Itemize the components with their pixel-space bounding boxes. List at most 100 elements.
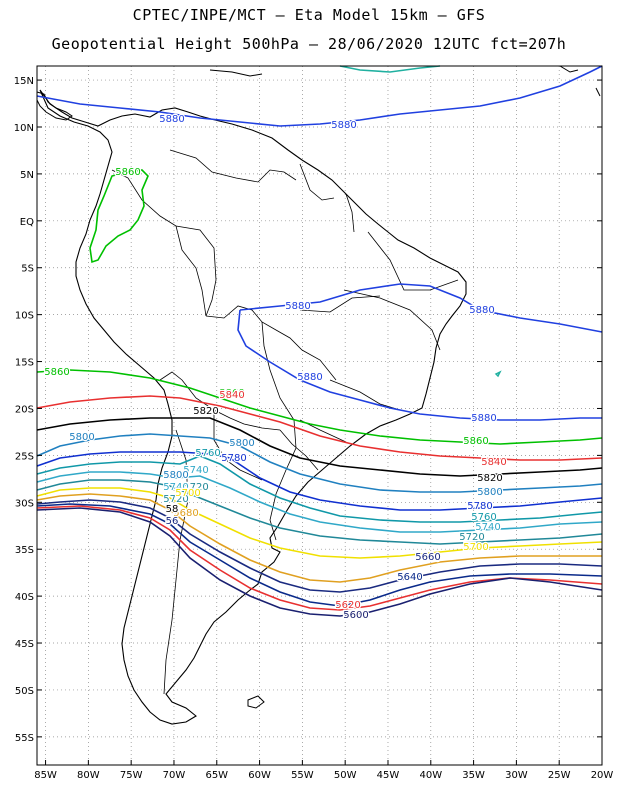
country-border bbox=[205, 305, 337, 381]
lat-tick-label: 55S bbox=[15, 733, 34, 744]
contour-label-5620: 5620 bbox=[335, 600, 360, 611]
contour-line bbox=[36, 455, 603, 523]
lat-tick-label: 5S bbox=[21, 264, 34, 275]
lon-tick-label: 35W bbox=[462, 770, 485, 781]
lon-tick-label: 70W bbox=[163, 770, 186, 781]
contour-line bbox=[36, 507, 603, 617]
contour-label-5800: 5800 bbox=[229, 438, 254, 449]
country-border bbox=[367, 231, 459, 291]
lat-tick-label: 30S bbox=[15, 498, 34, 509]
contour-label-5800: 5800 bbox=[477, 487, 502, 498]
contour-label-5820: 5820 bbox=[477, 473, 502, 484]
lat-tick-label: 15S bbox=[15, 358, 34, 369]
contour-label-5700: 5700 bbox=[463, 542, 488, 553]
contour-line bbox=[36, 433, 603, 493]
country-border bbox=[169, 149, 297, 183]
contour-line bbox=[36, 65, 603, 127]
lon-tick-label: 80W bbox=[77, 770, 100, 781]
contour-label-west: 5740 bbox=[163, 482, 188, 493]
lon-tick-label: 40W bbox=[419, 770, 442, 781]
continent-coastline bbox=[39, 89, 467, 725]
lon-tick-label: 65W bbox=[205, 770, 228, 781]
contour-label-west: 58 bbox=[166, 504, 179, 515]
contour-label-5720: 5720 bbox=[459, 532, 484, 543]
contour-lines bbox=[36, 65, 603, 617]
chart-title-line2: Geopotential Height 500hPa – 28/06/2020 … bbox=[51, 35, 567, 53]
contour-line bbox=[36, 479, 603, 545]
contour-label-5880: 5880 bbox=[331, 120, 356, 131]
country-border bbox=[345, 193, 355, 233]
contour-line bbox=[36, 503, 603, 607]
lon-tick-label: 55W bbox=[291, 770, 314, 781]
lat-tick-label: 45S bbox=[15, 639, 34, 650]
country-border bbox=[279, 429, 319, 471]
country-border bbox=[213, 410, 263, 481]
contour-label-5860: 5860 bbox=[463, 436, 488, 447]
lat-tick-label: 25S bbox=[15, 451, 34, 462]
contour-labels: 5880 5880 5880 5880 5880 5880 5860 5860 5860 5860… bbox=[43, 113, 508, 622]
lat-tick-label: 40S bbox=[15, 592, 34, 603]
contour-label-5760: 5760 bbox=[471, 512, 496, 523]
contour-label-5860: 5860 bbox=[219, 388, 244, 399]
caribbean-coastline bbox=[209, 65, 601, 97]
contour-line bbox=[339, 65, 441, 73]
lat-tick-label: 35S bbox=[15, 545, 34, 556]
contour-label-5680: 5680 bbox=[173, 508, 198, 519]
lat-tick-label: 5N bbox=[20, 170, 34, 181]
contour-label-west: 56 bbox=[166, 516, 179, 527]
contour-line bbox=[239, 283, 603, 333]
lon-tick-label: 85W bbox=[34, 770, 57, 781]
falklands-coastline bbox=[247, 695, 265, 709]
lat-tick-label: 10S bbox=[15, 311, 34, 322]
contour-label-5880: 5880 bbox=[471, 413, 496, 424]
lat-tick-label: 50S bbox=[15, 686, 34, 697]
contour-label-5600: 5600 bbox=[343, 610, 368, 621]
contour-line bbox=[36, 395, 603, 461]
lon-tick-label: 45W bbox=[377, 770, 400, 781]
lon-tick-label: 50W bbox=[334, 770, 357, 781]
contour-label-5860: 5860 bbox=[219, 388, 244, 399]
lat-tick-label: 15N bbox=[14, 76, 34, 87]
contour-label-5780: 5780 bbox=[221, 453, 246, 464]
contour-line bbox=[36, 369, 603, 445]
contour-label-5880: 5880 bbox=[159, 114, 184, 125]
map-frame bbox=[36, 65, 603, 766]
contour-line bbox=[36, 451, 603, 511]
contour-label-west: 5800 bbox=[163, 470, 188, 481]
lon-tick-label: 75W bbox=[120, 770, 143, 781]
contour-line bbox=[36, 471, 603, 533]
contour-line bbox=[36, 499, 603, 593]
contour-label-5860: 5860 bbox=[115, 167, 140, 178]
contour-label-5640: 5640 bbox=[397, 572, 422, 583]
lon-tick-label: 20W bbox=[591, 770, 614, 781]
country-border bbox=[163, 429, 189, 695]
contour-label-5820: 5820 bbox=[193, 406, 218, 417]
contour-label-5840: 5840 bbox=[481, 457, 506, 468]
contour-line bbox=[36, 417, 603, 477]
country-border bbox=[329, 379, 401, 411]
lat-tick-label: 20S bbox=[15, 404, 34, 415]
contour-line bbox=[36, 505, 603, 611]
contour-label-5860: 5860 bbox=[44, 367, 69, 378]
country-border bbox=[343, 289, 441, 351]
contour-label-5840: 5840 bbox=[219, 390, 244, 401]
contour-label-5720: 5720 bbox=[183, 482, 208, 493]
contour-label-west: 5700 bbox=[175, 488, 200, 499]
contour-line bbox=[36, 487, 603, 559]
contour-label-5780: 5780 bbox=[467, 501, 492, 512]
contour-label-5880: 5880 bbox=[297, 372, 322, 383]
coastlines-borders bbox=[36, 65, 601, 725]
country-border bbox=[299, 295, 381, 313]
contour-label-5880: 5880 bbox=[285, 301, 310, 312]
contour-line bbox=[36, 493, 602, 583]
country-border bbox=[299, 163, 335, 201]
country-border bbox=[175, 225, 207, 317]
lat-tick-label: EQ bbox=[20, 217, 34, 228]
contour-label-5680: 5680 bbox=[415, 553, 440, 564]
central-america-coastline bbox=[36, 91, 73, 121]
contour-label-5760: 5760 bbox=[195, 448, 220, 459]
contour-label-5740: 5740 bbox=[183, 465, 208, 476]
lon-tick-label: 60W bbox=[248, 770, 271, 781]
chart-title-line1: CPTEC/INPE/MCT – Eta Model 15km – GFS bbox=[132, 6, 486, 24]
